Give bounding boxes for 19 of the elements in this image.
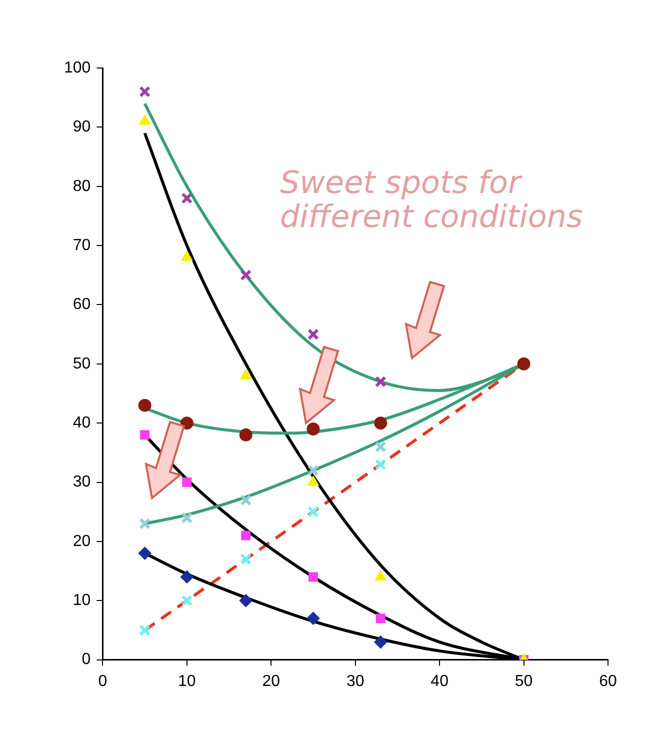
y-tick-label: 60	[72, 296, 91, 314]
y-tick-label: 30	[72, 474, 91, 491]
y-tick-label: 100	[64, 59, 91, 76]
y-tick-label: 70	[72, 236, 91, 254]
x-tick-label: 20	[262, 672, 280, 690]
y-tick-label: 10	[72, 592, 91, 610]
y-tick-label: 90	[72, 118, 91, 136]
y-tick-label: 20	[72, 532, 91, 550]
annotation: Sweet spots for different conditions	[280, 165, 584, 235]
x-tick-label: 0	[98, 672, 108, 690]
x-tick-label: 30	[346, 672, 364, 690]
y-tick-label: 50	[72, 355, 91, 372]
y-tick-label: 80	[72, 178, 91, 195]
x-tick-label: 50	[514, 672, 533, 690]
x-tick-label: 60	[599, 672, 617, 690]
x-tick-label: 10	[178, 672, 196, 690]
y-tick-label: 0	[82, 651, 91, 668]
y-tick-label: 40	[72, 414, 91, 432]
x-tick-label: 40	[430, 672, 449, 690]
